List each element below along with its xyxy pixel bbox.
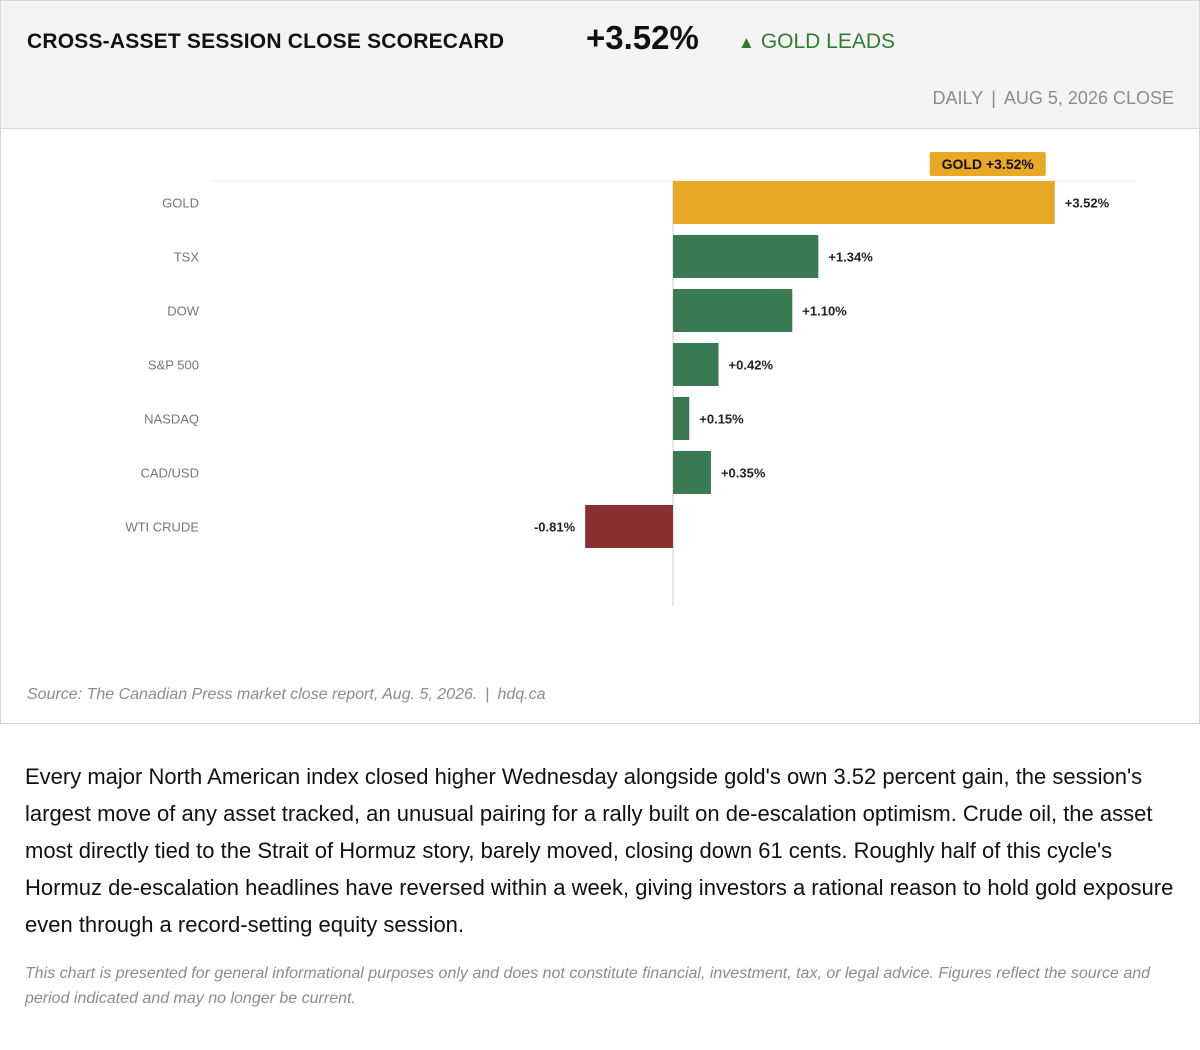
bar-cad-usd bbox=[673, 451, 711, 494]
leader-callout-text: GOLD +3.52% bbox=[942, 156, 1035, 172]
scorecard-card: CROSS-ASSET SESSION CLOSE SCORECARD +3.5… bbox=[0, 0, 1200, 724]
value-label-wti-crude: -0.81% bbox=[534, 520, 576, 535]
period-info: DAILY | AUG 5, 2026 CLOSE bbox=[933, 88, 1174, 109]
period-separator: | bbox=[991, 88, 996, 108]
bar-nasdaq bbox=[673, 397, 690, 440]
source-text: Source: The Canadian Press market close … bbox=[27, 686, 478, 703]
value-label-dow: +1.10% bbox=[802, 304, 847, 319]
bar-s-p-500 bbox=[673, 343, 719, 386]
value-label-s-p-500: +0.42% bbox=[729, 358, 774, 373]
bar-chart: GOLD +3.52% TSX +1.34% DOW +1.10% S&P 500 +0.42… bbox=[125, 152, 1135, 606]
chart-title: CROSS-ASSET SESSION CLOSE SCORECARD bbox=[27, 30, 505, 53]
period-date: AUG 5, 2026 CLOSE bbox=[1003, 88, 1174, 108]
up-triangle-icon: ▲ bbox=[738, 33, 755, 52]
source-site: hdq.ca bbox=[497, 686, 546, 703]
bar-dow bbox=[673, 289, 793, 332]
leader-badge: ▲ GOLD LEADS bbox=[738, 30, 895, 54]
leader-callout-badge bbox=[929, 152, 1046, 176]
category-label-cad-usd: CAD/USD bbox=[140, 466, 199, 481]
disclaimer: This chart is presented for general info… bbox=[25, 965, 1151, 1007]
category-label-dow: DOW bbox=[167, 304, 200, 319]
body-paragraph: Every major North American index closed … bbox=[25, 764, 1174, 937]
category-label-gold: GOLD bbox=[162, 196, 199, 211]
bar-gold bbox=[673, 181, 1055, 224]
bar-wti-crude bbox=[585, 505, 673, 548]
bar-tsx bbox=[673, 235, 819, 278]
category-label-nasdaq: NASDAQ bbox=[144, 412, 199, 427]
leader-text: GOLD LEADS bbox=[760, 30, 896, 53]
category-label-s-p-500: S&P 500 bbox=[148, 358, 199, 373]
card-header: CROSS-ASSET SESSION CLOSE SCORECARD +3.5… bbox=[1, 1, 1199, 129]
source-separator: | bbox=[485, 686, 490, 703]
category-label-wti-crude: WTI CRUDE bbox=[125, 520, 199, 535]
value-label-cad-usd: +0.35% bbox=[721, 466, 766, 481]
period-label: DAILY bbox=[932, 88, 984, 108]
value-label-nasdaq: +0.15% bbox=[699, 412, 744, 427]
source-line: Source: The Canadian Press market close … bbox=[27, 686, 546, 704]
category-label-tsx: TSX bbox=[174, 250, 200, 265]
value-label-tsx: +1.34% bbox=[828, 250, 873, 265]
headline-value: +3.52% bbox=[586, 19, 699, 56]
value-label-gold: +3.52% bbox=[1065, 196, 1110, 211]
